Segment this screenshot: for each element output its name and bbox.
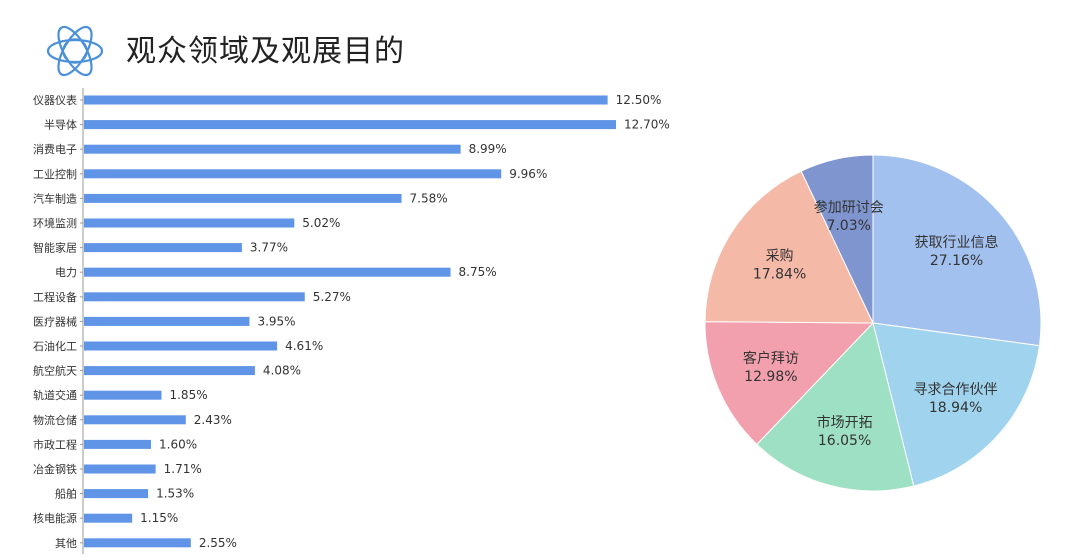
bar [84,341,278,351]
slice-label: 参加研讨会 [814,199,884,216]
value-label: 2.55% [199,536,237,550]
category-label: 消费电子 [33,142,77,156]
bar [84,267,451,277]
pie-slice [872,322,1041,487]
value-label: 3.95% [257,314,295,328]
value-label: 7.58% [410,191,448,205]
bar [84,513,133,523]
value-label: 1.60% [159,437,197,451]
value-label: 8.99% [469,142,507,156]
category-label: 市政工程 [33,437,77,451]
value-label: 2.43% [194,413,232,427]
category-label: 环境监测 [33,216,77,230]
slice-value-label: 27.16% [930,253,983,269]
category-label: 工业控制 [33,167,77,181]
bar [84,120,616,130]
value-label: 1.53% [156,487,194,501]
category-label: 石油化工 [33,339,77,353]
bar [84,439,152,449]
value-label: 9.96% [509,167,547,181]
bar [84,144,461,154]
category-label: 仪器仪表 [33,93,77,107]
value-label: 5.27% [313,290,351,304]
bar [84,390,162,400]
value-label: 1.71% [164,462,202,476]
slice-label: 市场开拓 [817,414,873,431]
slice-value-label: 7.03% [826,218,870,234]
slice-value-label: 12.98% [744,369,797,385]
bar [84,538,191,548]
bar [84,415,186,425]
category-label: 航空航天 [33,364,77,378]
bar [84,95,608,105]
slice-label: 获取行业信息 [915,234,999,251]
slice-label: 寻求合作伙伴 [914,382,998,398]
bar [84,169,502,179]
category-label: 电力 [55,266,77,279]
category-label: 轨道交通 [33,388,77,402]
value-label: 1.15% [140,511,178,525]
purpose-pie-chart: 获取行业信息 27.16% 寻求合作伙伴 18.94% 市场开拓 16.05% 客户拜访 12… [704,154,1042,492]
value-label: 8.75% [459,265,497,279]
category-label: 工程设备 [33,290,77,304]
value-label: 12.70% [624,118,670,132]
atom-logo-icon [46,25,104,77]
slice-value-label: 16.05% [818,433,871,449]
category-label: 其他 [55,537,77,550]
pie-slice [800,154,874,324]
value-label: 4.08% [263,364,301,378]
pie-slice [704,321,875,446]
bar [84,316,250,326]
pie-slice [872,154,1042,347]
bar [84,193,402,203]
value-label: 1.85% [169,388,207,402]
bar [84,243,242,253]
category-label: 智能家居 [33,241,77,255]
value-label: 3.77% [250,241,288,255]
bar [84,464,156,474]
category-label: 半导体 [44,118,77,132]
bar [84,292,305,302]
slice-value-label: 18.94% [929,400,982,416]
category-label: 物流仓储 [33,413,77,427]
category-label: 冶金钢铁 [33,462,77,476]
page-title: 观众领域及观展目的 [126,34,405,69]
industry-bar-chart: 仪器仪表 12.50% 半导体 12.70% 消费电子 8.99% 工业控制 9.96% 汽车制… [33,88,670,554]
category-label: 汽车制造 [33,191,77,205]
category-label: 核电能源 [33,511,77,525]
bar [84,489,149,499]
slice-label: 客户拜访 [743,350,799,367]
value-label: 5.02% [302,216,340,230]
value-label: 12.50% [616,93,662,107]
value-label: 4.61% [285,339,323,353]
header: 观众领域及观展目的 [40,14,740,84]
category-label: 医疗器械 [33,314,77,328]
bar [84,218,295,228]
bar [84,366,255,376]
pie-slice [756,321,915,492]
slice-value-label: 17.84% [753,266,806,282]
slice-label: 采购 [766,248,794,264]
category-label: 船舶 [55,487,77,501]
pie-slice [704,170,874,324]
